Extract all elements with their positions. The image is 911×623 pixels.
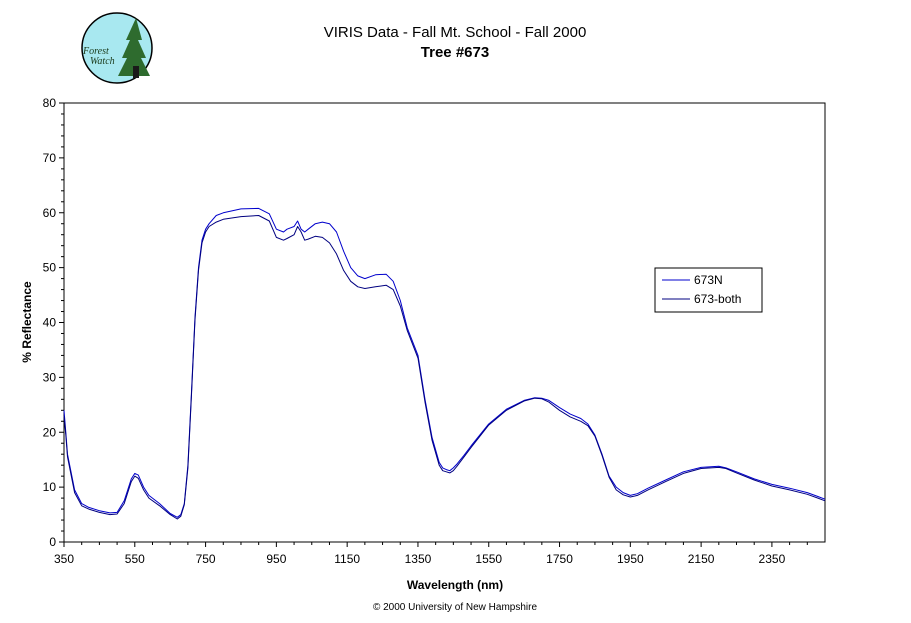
y-tick-label: 80	[43, 96, 57, 110]
chart-title: VIRIS Data - Fall Mt. School - Fall 2000	[324, 24, 587, 41]
y-axis-title: % Reflectance	[20, 281, 34, 363]
logo-trunk-icon	[133, 66, 139, 78]
legend: 673N 673-both	[654, 267, 763, 313]
logo-text-top: Forest	[82, 46, 109, 57]
x-axis-title: Wavelength (nm)	[407, 578, 503, 592]
legend-label-673N: 673N	[694, 273, 723, 287]
legend-box	[654, 267, 763, 313]
forest-watch-logo: Forest Watch	[81, 12, 153, 84]
logo-tree-icon	[118, 18, 150, 76]
x-tick-label: 950	[266, 552, 286, 566]
chart-subtitle: Tree #673	[421, 44, 489, 61]
x-tick-label: 2150	[688, 552, 715, 566]
x-tick-label: 1950	[617, 552, 644, 566]
series-line-673N	[63, 207, 826, 518]
x-tick-label: 1150	[334, 552, 360, 566]
x-tick-label: 750	[196, 552, 216, 566]
series-line-673-both	[63, 215, 826, 520]
x-tick-label: 350	[54, 552, 74, 566]
x-tick-label: 1550	[475, 552, 502, 566]
x-tick-label: 1750	[546, 552, 573, 566]
legend-label-673-both: 673-both	[694, 292, 741, 306]
x-tick-label: 2350	[759, 552, 786, 566]
copyright-credit: © 2000 University of New Hampshire	[373, 602, 538, 613]
series-lines	[63, 207, 826, 520]
x-tick-label: 1350	[405, 552, 432, 566]
logo-text-bottom: Watch	[90, 56, 115, 67]
y-tick-label: 50	[43, 261, 57, 275]
y-tick-label: 40	[43, 316, 57, 330]
plot-area	[63, 102, 826, 543]
y-axis: 0 10 20 30 40 50 60 70 80	[43, 96, 64, 549]
y-tick-label: 10	[43, 480, 57, 494]
x-tick-label: 550	[125, 552, 145, 566]
y-tick-label: 30	[43, 370, 57, 384]
y-tick-label: 0	[49, 535, 56, 549]
y-tick-label: 70	[43, 151, 57, 165]
y-tick-label: 60	[43, 206, 57, 220]
y-tick-label: 20	[43, 425, 57, 439]
x-axis: 350 550 750 950 1150 1350 1550 1750 1950 2150 2350	[54, 542, 808, 566]
